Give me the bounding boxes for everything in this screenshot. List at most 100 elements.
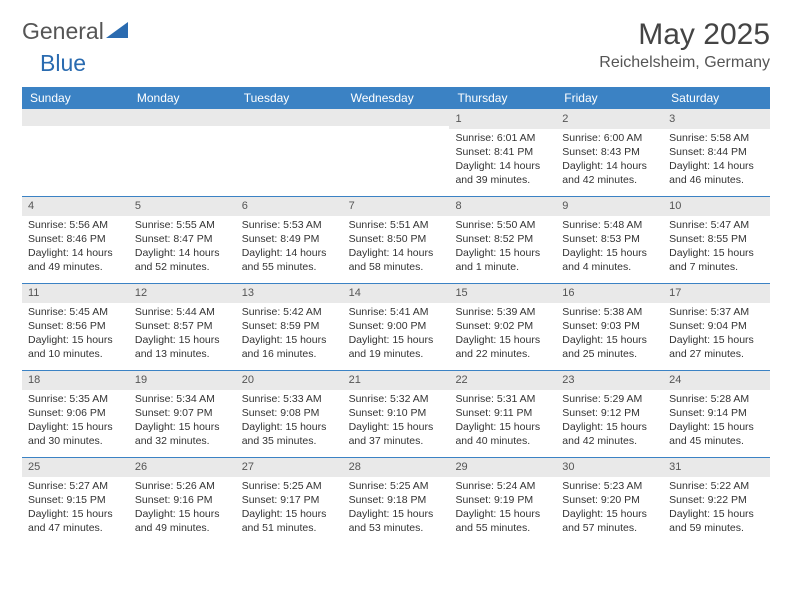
- sunset-line: Sunset: 8:43 PM: [562, 145, 657, 159]
- sunrise-line: Sunrise: 5:50 AM: [455, 218, 550, 232]
- daylight-line: Daylight: 14 hours and 39 minutes.: [455, 159, 550, 187]
- daylight-line: Daylight: 15 hours and 45 minutes.: [669, 420, 764, 448]
- empty-cell: [22, 110, 129, 196]
- sunrise-line: Sunrise: 6:00 AM: [562, 131, 657, 145]
- daylight-line: Daylight: 14 hours and 52 minutes.: [135, 246, 230, 274]
- sunrise-line: Sunrise: 5:29 AM: [562, 392, 657, 406]
- day-number: 13: [236, 284, 343, 303]
- sunset-line: Sunset: 9:22 PM: [669, 493, 764, 507]
- weekday-tuesday: Tuesday: [236, 87, 343, 109]
- sunset-line: Sunset: 9:08 PM: [242, 406, 337, 420]
- day-cell-14: 14Sunrise: 5:41 AMSunset: 9:00 PMDayligh…: [343, 284, 450, 370]
- weekday-thursday: Thursday: [449, 87, 556, 109]
- day-number: 11: [22, 284, 129, 303]
- week-row: 25Sunrise: 5:27 AMSunset: 9:15 PMDayligh…: [22, 457, 770, 544]
- day-number: 24: [663, 371, 770, 390]
- day-details: Sunrise: 5:58 AMSunset: 8:44 PMDaylight:…: [663, 129, 770, 192]
- day-details: Sunrise: 5:37 AMSunset: 9:04 PMDaylight:…: [663, 303, 770, 366]
- sunset-line: Sunset: 9:20 PM: [562, 493, 657, 507]
- day-details: Sunrise: 5:25 AMSunset: 9:17 PMDaylight:…: [236, 477, 343, 540]
- day-details: Sunrise: 5:31 AMSunset: 9:11 PMDaylight:…: [449, 390, 556, 453]
- sunrise-line: Sunrise: 5:24 AM: [455, 479, 550, 493]
- daylight-line: Daylight: 15 hours and 1 minute.: [455, 246, 550, 274]
- day-details: Sunrise: 5:28 AMSunset: 9:14 PMDaylight:…: [663, 390, 770, 453]
- sunrise-line: Sunrise: 5:35 AM: [28, 392, 123, 406]
- daylight-line: Daylight: 15 hours and 37 minutes.: [349, 420, 444, 448]
- sunset-line: Sunset: 9:18 PM: [349, 493, 444, 507]
- day-cell-25: 25Sunrise: 5:27 AMSunset: 9:15 PMDayligh…: [22, 458, 129, 544]
- day-cell-12: 12Sunrise: 5:44 AMSunset: 8:57 PMDayligh…: [129, 284, 236, 370]
- sunset-line: Sunset: 8:41 PM: [455, 145, 550, 159]
- sunset-line: Sunset: 9:00 PM: [349, 319, 444, 333]
- day-number: 12: [129, 284, 236, 303]
- day-number: 19: [129, 371, 236, 390]
- sunset-line: Sunset: 8:53 PM: [562, 232, 657, 246]
- sunrise-line: Sunrise: 5:33 AM: [242, 392, 337, 406]
- empty-cell: [129, 110, 236, 196]
- day-number: [22, 110, 129, 126]
- daylight-line: Daylight: 15 hours and 13 minutes.: [135, 333, 230, 361]
- sunset-line: Sunset: 9:12 PM: [562, 406, 657, 420]
- day-number: 1: [449, 110, 556, 129]
- title-block: May 2025 Reichelsheim, Germany: [599, 18, 770, 72]
- sunrise-line: Sunrise: 5:32 AM: [349, 392, 444, 406]
- day-cell-22: 22Sunrise: 5:31 AMSunset: 9:11 PMDayligh…: [449, 371, 556, 457]
- day-details: Sunrise: 5:42 AMSunset: 8:59 PMDaylight:…: [236, 303, 343, 366]
- day-number: 6: [236, 197, 343, 216]
- empty-cell: [236, 110, 343, 196]
- day-number: 26: [129, 458, 236, 477]
- day-details: Sunrise: 5:51 AMSunset: 8:50 PMDaylight:…: [343, 216, 450, 279]
- weekday-monday: Monday: [129, 87, 236, 109]
- week-row: 18Sunrise: 5:35 AMSunset: 9:06 PMDayligh…: [22, 370, 770, 457]
- sunrise-line: Sunrise: 5:53 AM: [242, 218, 337, 232]
- day-details: Sunrise: 5:33 AMSunset: 9:08 PMDaylight:…: [236, 390, 343, 453]
- day-number: 3: [663, 110, 770, 129]
- day-cell-15: 15Sunrise: 5:39 AMSunset: 9:02 PMDayligh…: [449, 284, 556, 370]
- daylight-line: Daylight: 15 hours and 59 minutes.: [669, 507, 764, 535]
- sunset-line: Sunset: 9:03 PM: [562, 319, 657, 333]
- day-number: 28: [343, 458, 450, 477]
- sunrise-line: Sunrise: 5:38 AM: [562, 305, 657, 319]
- sunset-line: Sunset: 9:17 PM: [242, 493, 337, 507]
- sunrise-line: Sunrise: 5:25 AM: [242, 479, 337, 493]
- daylight-line: Daylight: 15 hours and 47 minutes.: [28, 507, 123, 535]
- weekday-friday: Friday: [556, 87, 663, 109]
- daylight-line: Daylight: 14 hours and 42 minutes.: [562, 159, 657, 187]
- day-cell-9: 9Sunrise: 5:48 AMSunset: 8:53 PMDaylight…: [556, 197, 663, 283]
- daylight-line: Daylight: 15 hours and 25 minutes.: [562, 333, 657, 361]
- sunrise-line: Sunrise: 5:22 AM: [669, 479, 764, 493]
- sunrise-line: Sunrise: 5:51 AM: [349, 218, 444, 232]
- daylight-line: Daylight: 15 hours and 10 minutes.: [28, 333, 123, 361]
- location: Reichelsheim, Germany: [599, 54, 770, 72]
- day-details: Sunrise: 6:00 AMSunset: 8:43 PMDaylight:…: [556, 129, 663, 192]
- daylight-line: Daylight: 15 hours and 30 minutes.: [28, 420, 123, 448]
- day-number: 4: [22, 197, 129, 216]
- daylight-line: Daylight: 15 hours and 32 minutes.: [135, 420, 230, 448]
- day-details: Sunrise: 5:24 AMSunset: 9:19 PMDaylight:…: [449, 477, 556, 540]
- day-number: 9: [556, 197, 663, 216]
- day-details: Sunrise: 5:35 AMSunset: 9:06 PMDaylight:…: [22, 390, 129, 453]
- logo-text-1: General: [22, 18, 104, 45]
- sunset-line: Sunset: 9:16 PM: [135, 493, 230, 507]
- day-cell-2: 2Sunrise: 6:00 AMSunset: 8:43 PMDaylight…: [556, 110, 663, 196]
- day-number: 18: [22, 371, 129, 390]
- daylight-line: Daylight: 14 hours and 46 minutes.: [669, 159, 764, 187]
- day-cell-16: 16Sunrise: 5:38 AMSunset: 9:03 PMDayligh…: [556, 284, 663, 370]
- sunset-line: Sunset: 8:47 PM: [135, 232, 230, 246]
- daylight-line: Daylight: 15 hours and 27 minutes.: [669, 333, 764, 361]
- week-row: 1Sunrise: 6:01 AMSunset: 8:41 PMDaylight…: [22, 110, 770, 196]
- sunrise-line: Sunrise: 5:27 AM: [28, 479, 123, 493]
- daylight-line: Daylight: 15 hours and 57 minutes.: [562, 507, 657, 535]
- sunrise-line: Sunrise: 5:34 AM: [135, 392, 230, 406]
- day-details: Sunrise: 5:32 AMSunset: 9:10 PMDaylight:…: [343, 390, 450, 453]
- day-cell-29: 29Sunrise: 5:24 AMSunset: 9:19 PMDayligh…: [449, 458, 556, 544]
- sunrise-line: Sunrise: 5:37 AM: [669, 305, 764, 319]
- sunset-line: Sunset: 9:19 PM: [455, 493, 550, 507]
- week-row: 11Sunrise: 5:45 AMSunset: 8:56 PMDayligh…: [22, 283, 770, 370]
- daylight-line: Daylight: 15 hours and 22 minutes.: [455, 333, 550, 361]
- day-cell-3: 3Sunrise: 5:58 AMSunset: 8:44 PMDaylight…: [663, 110, 770, 196]
- day-number: 30: [556, 458, 663, 477]
- day-number: 15: [449, 284, 556, 303]
- weekday-saturday: Saturday: [663, 87, 770, 109]
- daylight-line: Daylight: 14 hours and 49 minutes.: [28, 246, 123, 274]
